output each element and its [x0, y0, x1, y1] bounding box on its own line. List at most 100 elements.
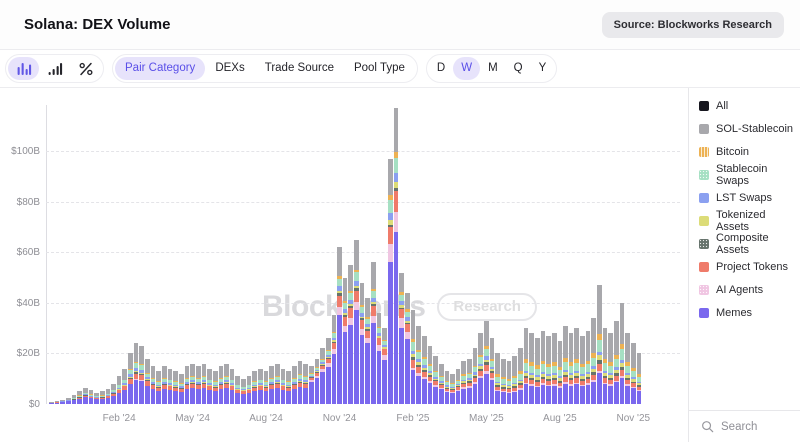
stacked-bar-week-85[interactable] — [529, 333, 534, 404]
stacked-bar-week-27[interactable] — [201, 363, 207, 404]
stacked-bar-week-101[interactable] — [619, 302, 625, 404]
stacked-bar-week-28[interactable] — [207, 368, 212, 404]
legend-item-stablecoin-swaps[interactable]: Stablecoin Swaps — [689, 163, 800, 187]
stacked-bar-week-25[interactable] — [190, 363, 195, 404]
stacked-bar-week-1[interactable] — [54, 400, 60, 404]
stacked-bar-week-10[interactable] — [105, 388, 111, 404]
stacked-bar-week-75[interactable] — [472, 348, 478, 404]
stacked-bar-week-43[interactable] — [291, 366, 297, 404]
stacked-bar-week-88[interactable] — [546, 335, 551, 404]
stacked-bar-week-48[interactable] — [320, 348, 325, 404]
stacked-bar-week-9[interactable] — [99, 391, 105, 404]
stacked-bar-week-60[interactable] — [388, 158, 393, 404]
legend-item-composite-assets[interactable]: Composite Assets — [689, 232, 800, 256]
stacked-bar-week-38[interactable] — [263, 371, 269, 404]
stacked-bar-week-100[interactable] — [614, 320, 619, 404]
stacked-bar-week-46[interactable] — [308, 366, 314, 404]
stacked-bar-week-58[interactable] — [376, 312, 382, 404]
legend-item-ai-agents[interactable]: AI Agents — [689, 278, 800, 301]
percent-change-icon[interactable] — [70, 57, 101, 80]
stacked-bar-week-31[interactable] — [224, 363, 229, 404]
stacked-bar-week-45[interactable] — [303, 363, 308, 404]
stacked-bar-week-21[interactable] — [167, 368, 173, 404]
stacked-bar-week-16[interactable] — [139, 345, 145, 404]
legend-item-bitcoin[interactable]: Bitcoin — [689, 140, 800, 163]
stacked-bar-week-73[interactable] — [461, 361, 467, 404]
stacked-bar-week-62[interactable] — [399, 272, 404, 404]
range-button-weekly[interactable]: W — [453, 57, 481, 80]
stacked-bar-week-66[interactable] — [421, 335, 427, 404]
stacked-bar-week-15[interactable] — [133, 343, 139, 404]
stacked-bar-week-50[interactable] — [331, 315, 337, 404]
legend-item-all[interactable]: All — [689, 94, 800, 117]
stacked-bar-week-0[interactable] — [49, 402, 54, 404]
stacked-bar-week-29[interactable] — [212, 371, 218, 404]
stacked-bar-week-32[interactable] — [229, 368, 235, 404]
stacked-bar-week-23[interactable] — [178, 373, 184, 404]
stacked-bar-week-52[interactable] — [342, 277, 348, 404]
stacked-bar-week-82[interactable] — [512, 355, 517, 404]
stacked-bar-week-104[interactable] — [636, 353, 642, 404]
stacked-bar-week-14[interactable] — [128, 353, 133, 404]
tab-trade-source[interactable]: Trade Source — [264, 62, 334, 74]
stacked-bar-week-72[interactable] — [455, 368, 461, 404]
stacked-bar-week-41[interactable] — [280, 368, 286, 404]
stacked-bar-week-40[interactable] — [275, 363, 280, 404]
stacked-bar-week-93[interactable] — [574, 328, 580, 404]
stacked-bar-week-79[interactable] — [495, 353, 501, 404]
stacked-bar-week-70[interactable] — [444, 371, 450, 404]
stacked-bar-week-8[interactable] — [94, 392, 99, 404]
stacked-bar-week-24[interactable] — [184, 366, 190, 404]
stacked-bar-week-39[interactable] — [269, 366, 275, 404]
stacked-bar-week-89[interactable] — [551, 333, 557, 404]
stacked-bar-week-65[interactable] — [416, 325, 421, 404]
legend-item-tokenized-assets[interactable]: Tokenized Assets — [689, 209, 800, 233]
stacked-bar-week-94[interactable] — [580, 335, 585, 404]
stacked-bar-week-90[interactable] — [557, 340, 563, 404]
range-button-quarterly[interactable]: Q — [513, 62, 523, 74]
stacked-bar-week-57[interactable] — [371, 262, 376, 404]
stacked-bar-week-17[interactable] — [145, 358, 150, 404]
stacked-bar-week-97[interactable] — [597, 285, 602, 404]
stacked-bar-week-78[interactable] — [489, 338, 495, 404]
stacked-bar-week-68[interactable] — [433, 355, 438, 404]
stacked-bar-chart-icon[interactable] — [8, 57, 39, 80]
stacked-bar-week-47[interactable] — [314, 358, 320, 404]
stacked-bar-week-20[interactable] — [162, 366, 167, 404]
stacked-bar-week-42[interactable] — [286, 371, 291, 404]
stacked-bar-week-54[interactable] — [354, 239, 359, 404]
stacked-bar-week-67[interactable] — [427, 345, 433, 404]
stacked-bar-week-44[interactable] — [297, 361, 303, 404]
stacked-bar-week-26[interactable] — [195, 366, 201, 404]
stacked-bar-week-51[interactable] — [337, 247, 342, 404]
stacked-bar-week-18[interactable] — [150, 366, 156, 404]
stacked-bar-week-59[interactable] — [382, 328, 388, 404]
stacked-bar-week-49[interactable] — [325, 338, 331, 404]
stacked-bar-week-61[interactable] — [393, 108, 399, 404]
range-button-daily[interactable]: D — [436, 62, 446, 74]
legend-item-project-tokens[interactable]: Project Tokens — [689, 255, 800, 278]
stacked-bar-week-6[interactable] — [82, 387, 88, 404]
legend-item-lst-swaps[interactable]: LST Swaps — [689, 186, 800, 209]
stacked-bar-week-5[interactable] — [77, 391, 82, 404]
stacked-bar-week-12[interactable] — [116, 376, 122, 404]
stacked-bar-week-92[interactable] — [568, 333, 574, 404]
range-button-yearly[interactable]: Y — [538, 62, 547, 74]
stacked-bar-week-96[interactable] — [591, 318, 597, 404]
stacked-bar-week-84[interactable] — [523, 328, 529, 404]
stacked-bar-week-77[interactable] — [484, 320, 489, 404]
stacked-bar-week-33[interactable] — [235, 376, 241, 404]
stacked-bar-week-2[interactable] — [60, 399, 65, 404]
stacked-bar-week-3[interactable] — [65, 397, 71, 404]
stacked-bar-week-95[interactable] — [585, 330, 591, 404]
legend-item-sol-stablecoin[interactable]: SOL-Stablecoin — [689, 117, 800, 140]
stacked-bar-week-98[interactable] — [602, 328, 608, 404]
search-input[interactable]: Search — [689, 410, 800, 442]
stacked-bar-week-37[interactable] — [258, 368, 263, 404]
stacked-bar-week-19[interactable] — [156, 371, 162, 404]
stacked-bar-week-4[interactable] — [71, 395, 77, 404]
stacked-bar-week-7[interactable] — [88, 390, 94, 404]
stacked-bar-week-81[interactable] — [506, 361, 512, 404]
stacked-bar-week-63[interactable] — [404, 292, 410, 404]
stacked-bar-week-64[interactable] — [410, 310, 416, 404]
